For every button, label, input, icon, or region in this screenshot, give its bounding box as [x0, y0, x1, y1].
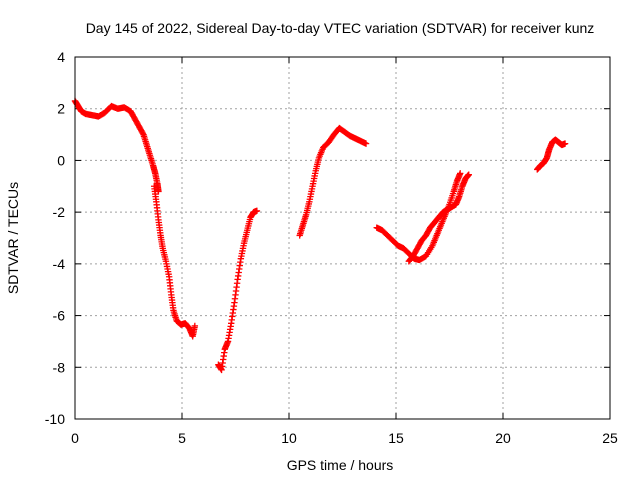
x-tick-label: 15 — [388, 430, 404, 446]
chart-title: Day 145 of 2022, Sidereal Day-to-day VTE… — [86, 20, 595, 36]
y-tick-label: -6 — [53, 308, 66, 324]
x-tick-label: 10 — [281, 430, 297, 446]
y-tick-label: -4 — [53, 256, 66, 272]
x-tick-label: 0 — [71, 430, 79, 446]
data-point — [457, 170, 464, 177]
y-tick-label: 0 — [57, 152, 65, 168]
x-tick-label: 20 — [495, 430, 511, 446]
x-axis-label: GPS time / hours — [287, 457, 394, 473]
y-tick-label: -10 — [45, 411, 65, 427]
series-segment-7 — [534, 136, 569, 173]
data-point — [362, 140, 370, 147]
x-tick-label: 5 — [178, 430, 186, 446]
series-segment-4 — [296, 124, 370, 239]
plot-frame — [74, 56, 611, 420]
x-tick-label: 25 — [602, 430, 618, 446]
series-segment-3 — [215, 207, 261, 374]
series-segment-5 — [373, 170, 464, 264]
series-segment-1 — [71, 97, 162, 195]
y-tick-label: 2 — [57, 101, 65, 117]
data-layer — [71, 97, 569, 374]
data-point — [465, 171, 472, 178]
series-segment-6 — [405, 171, 472, 265]
y-tick-label: -8 — [53, 359, 66, 375]
y-tick-label: 4 — [57, 49, 65, 65]
y-tick-label: -2 — [53, 204, 66, 220]
series-segment-2 — [150, 183, 199, 340]
data-point — [561, 140, 569, 147]
y-axis-label: SDTVAR / TECUs — [5, 182, 21, 294]
data-point — [191, 322, 199, 330]
grid-layer — [75, 57, 610, 419]
data-point — [139, 130, 146, 137]
data-point — [253, 207, 261, 215]
